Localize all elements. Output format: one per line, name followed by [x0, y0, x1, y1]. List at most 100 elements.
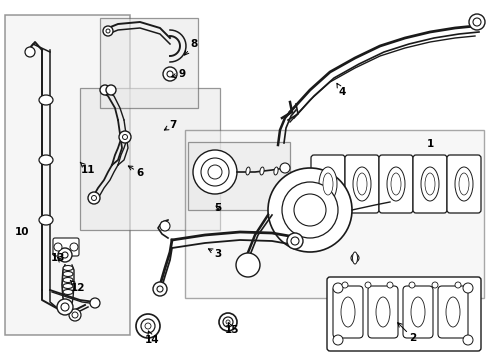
Text: 10: 10	[15, 227, 29, 237]
Circle shape	[100, 85, 110, 95]
Ellipse shape	[352, 167, 370, 201]
Circle shape	[468, 14, 484, 30]
Ellipse shape	[356, 173, 366, 195]
Circle shape	[462, 335, 472, 345]
Ellipse shape	[340, 297, 354, 327]
Circle shape	[141, 319, 155, 333]
Circle shape	[236, 253, 260, 277]
Text: 3: 3	[208, 249, 221, 259]
Ellipse shape	[424, 173, 434, 195]
Circle shape	[408, 282, 414, 288]
Circle shape	[280, 163, 289, 173]
Circle shape	[57, 299, 73, 315]
Circle shape	[364, 282, 370, 288]
Circle shape	[386, 282, 392, 288]
Circle shape	[72, 312, 78, 318]
Circle shape	[332, 335, 342, 345]
Ellipse shape	[39, 95, 53, 105]
Text: 14: 14	[144, 331, 159, 345]
Circle shape	[70, 243, 78, 251]
Ellipse shape	[458, 173, 468, 195]
Circle shape	[69, 309, 81, 321]
Text: 7: 7	[164, 120, 176, 130]
Ellipse shape	[63, 284, 73, 288]
FancyBboxPatch shape	[345, 155, 378, 213]
Circle shape	[153, 282, 167, 296]
Bar	[5, 15, 130, 335]
Circle shape	[61, 303, 69, 311]
Circle shape	[267, 168, 351, 252]
Circle shape	[145, 323, 151, 329]
Text: 12: 12	[70, 280, 85, 293]
Ellipse shape	[318, 167, 336, 201]
Ellipse shape	[63, 271, 73, 276]
Text: 8: 8	[184, 39, 197, 55]
FancyBboxPatch shape	[446, 155, 480, 213]
Text: 11: 11	[80, 162, 95, 175]
Circle shape	[350, 254, 358, 262]
Text: 5: 5	[214, 203, 221, 213]
Circle shape	[163, 67, 177, 81]
Circle shape	[62, 252, 68, 258]
Ellipse shape	[63, 278, 73, 283]
Ellipse shape	[63, 289, 73, 294]
FancyBboxPatch shape	[367, 286, 397, 338]
Circle shape	[454, 282, 460, 288]
Bar	[100, 18, 198, 108]
Ellipse shape	[39, 215, 53, 225]
Circle shape	[472, 18, 480, 26]
Circle shape	[219, 313, 237, 331]
Circle shape	[225, 320, 229, 324]
Bar	[187, 142, 289, 210]
Circle shape	[119, 131, 131, 143]
Circle shape	[282, 182, 337, 238]
Circle shape	[106, 85, 116, 95]
Circle shape	[193, 150, 237, 194]
FancyBboxPatch shape	[53, 238, 79, 256]
Circle shape	[207, 165, 222, 179]
Text: 9: 9	[171, 69, 185, 79]
FancyBboxPatch shape	[332, 286, 362, 338]
Ellipse shape	[445, 297, 459, 327]
Circle shape	[25, 47, 35, 57]
Circle shape	[122, 135, 127, 139]
Circle shape	[201, 158, 228, 186]
Ellipse shape	[245, 167, 249, 175]
Text: 4: 4	[336, 83, 345, 97]
Circle shape	[293, 194, 325, 226]
Circle shape	[103, 26, 113, 36]
Circle shape	[90, 298, 100, 308]
Circle shape	[341, 282, 347, 288]
Ellipse shape	[375, 297, 389, 327]
Text: 2: 2	[397, 323, 416, 343]
Text: 1: 1	[426, 139, 433, 149]
Ellipse shape	[410, 297, 424, 327]
Ellipse shape	[390, 173, 400, 195]
FancyBboxPatch shape	[402, 286, 432, 338]
Text: 6: 6	[128, 166, 143, 178]
Circle shape	[431, 282, 437, 288]
Circle shape	[157, 286, 163, 292]
Circle shape	[286, 233, 303, 249]
Circle shape	[462, 283, 472, 293]
Ellipse shape	[273, 167, 278, 175]
Circle shape	[106, 29, 110, 33]
Circle shape	[88, 192, 100, 204]
Circle shape	[290, 237, 298, 245]
Ellipse shape	[352, 252, 357, 264]
FancyBboxPatch shape	[310, 155, 345, 213]
Ellipse shape	[63, 266, 73, 270]
Ellipse shape	[260, 167, 264, 175]
Circle shape	[136, 314, 160, 338]
Bar	[80, 88, 220, 230]
Circle shape	[58, 248, 72, 262]
Circle shape	[91, 195, 96, 201]
Ellipse shape	[420, 167, 438, 201]
Text: 13: 13	[51, 253, 65, 263]
Ellipse shape	[323, 173, 332, 195]
Circle shape	[167, 71, 173, 77]
Ellipse shape	[386, 167, 404, 201]
Bar	[184, 130, 483, 298]
FancyBboxPatch shape	[326, 277, 480, 351]
FancyBboxPatch shape	[437, 286, 467, 338]
